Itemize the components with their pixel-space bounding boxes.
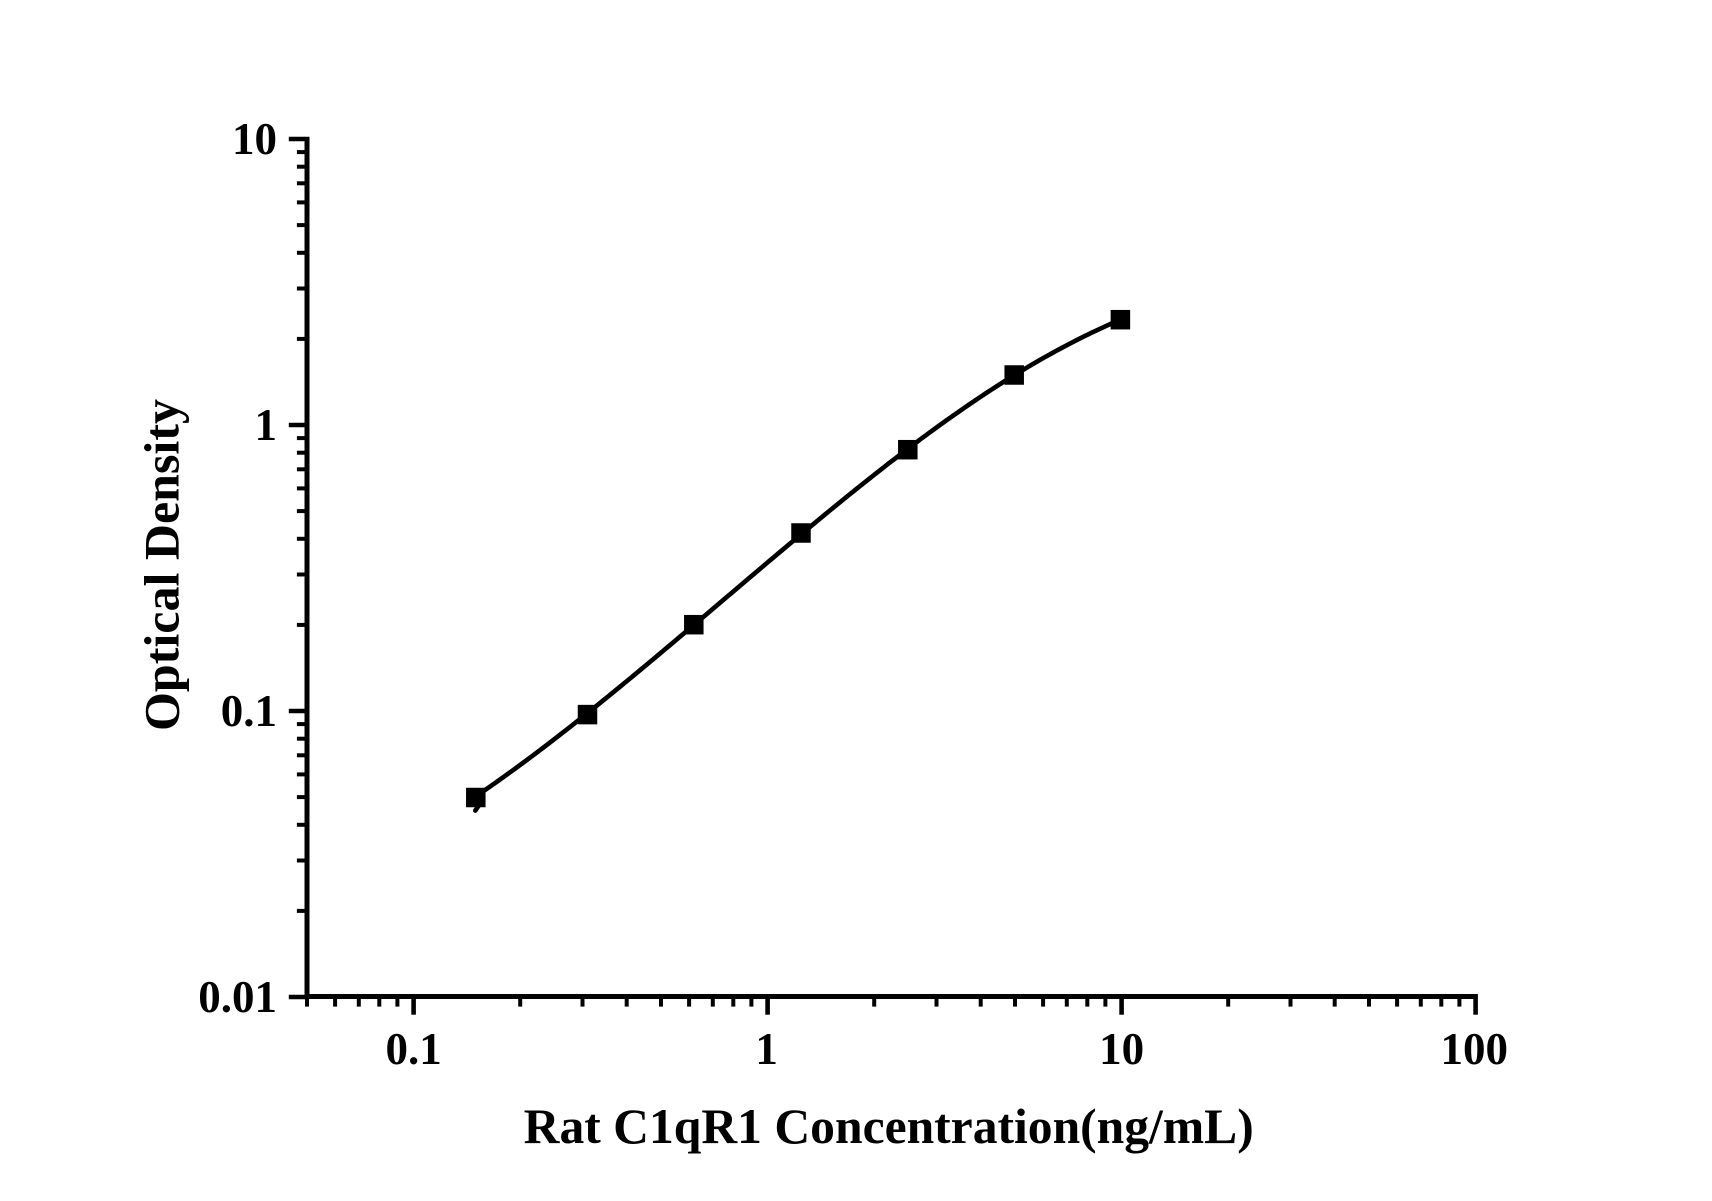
svg-text:10: 10 [232,114,277,164]
svg-text:100: 100 [1441,1024,1509,1074]
svg-text:Optical Density: Optical Density [134,399,190,731]
svg-text:1: 1 [255,400,278,450]
svg-text:1: 1 [755,1024,778,1074]
svg-text:0.01: 0.01 [198,972,277,1022]
svg-text:10: 10 [1099,1024,1144,1074]
svg-text:0.1: 0.1 [221,686,277,736]
svg-text:Rat C1qR1 Concentration(ng/mL): Rat C1qR1 Concentration(ng/mL) [524,1099,1254,1154]
svg-text:0.1: 0.1 [385,1024,441,1074]
